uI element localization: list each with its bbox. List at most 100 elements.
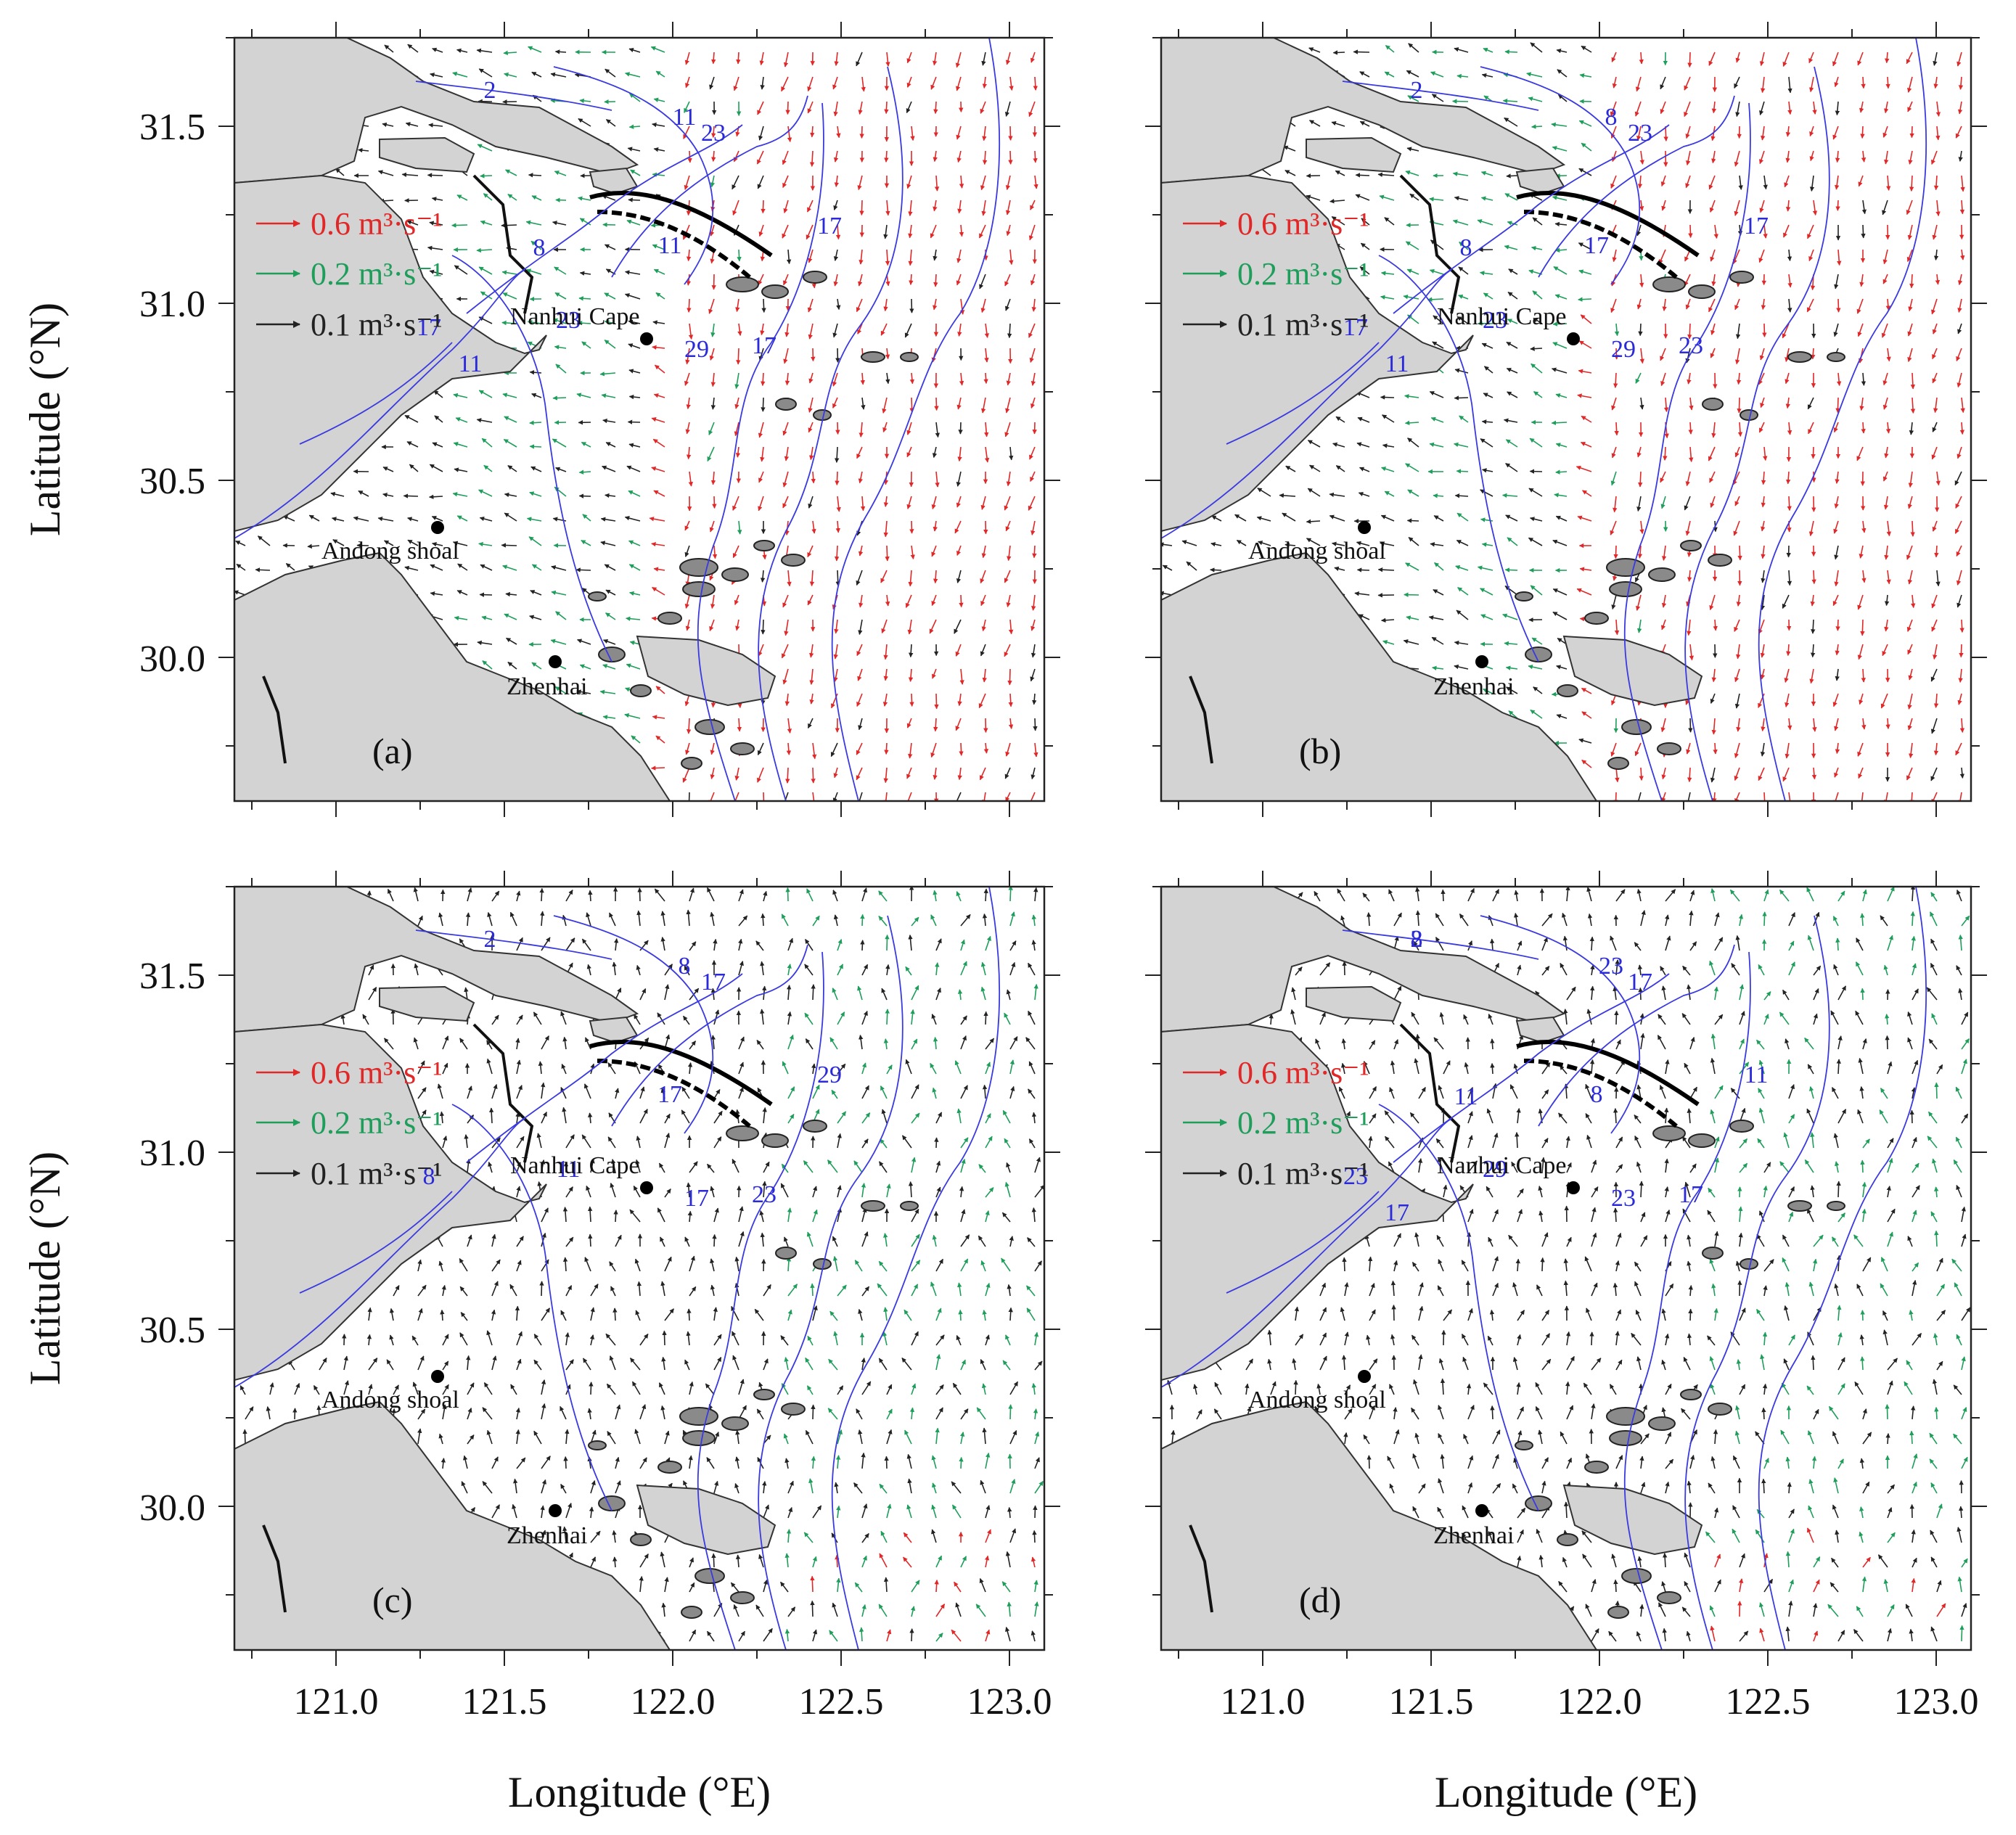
contour-label: 8	[423, 1163, 435, 1190]
panel-frame	[233, 885, 1046, 1651]
boundary-line	[1189, 1524, 1213, 1613]
axis-ticks	[1145, 22, 1987, 817]
contour-label: 23	[1611, 1185, 1636, 1212]
legend-label: 0.2 m³·s⁻¹	[311, 1105, 443, 1141]
legend-label: 0.6 m³·s⁻¹	[1237, 1055, 1369, 1091]
contour-label: 17	[1679, 1181, 1703, 1208]
andong-shoal-dot	[431, 521, 444, 534]
contour-label: 8	[533, 234, 546, 261]
contour-label: 23	[1343, 1163, 1368, 1190]
contour-label: 8	[1591, 1081, 1603, 1108]
y-tick-label: 30.5	[139, 461, 205, 502]
zhenhai-label: Zhenhai	[1433, 673, 1514, 700]
y-axis-title-top: Latitude (°N)	[21, 303, 69, 536]
andong-shoal-label: Andong shoal	[321, 538, 459, 565]
contour-label: 17	[1584, 232, 1609, 259]
contour-label: 2	[484, 926, 496, 953]
vector-legend: 0.6 m³·s⁻¹ 0.2 m³·s⁻¹ 0.1 m³·s⁻¹	[256, 206, 443, 342]
x-tick-label: 121.5	[462, 1681, 547, 1723]
boundary-line	[472, 174, 534, 314]
x-tick-label: 121.0	[294, 1681, 379, 1723]
place-markers: Nanhui Cape Andong shoal Zhenhai	[321, 303, 653, 700]
andong-shoal-dot	[431, 1370, 444, 1383]
x-tick-label: 122.0	[631, 1681, 716, 1723]
andong-shoal-dot	[1358, 521, 1371, 534]
legend-label: 0.1 m³·s⁻¹	[311, 1156, 443, 1191]
contour-label: 2	[1411, 77, 1423, 104]
nanhui-cape-dot	[640, 1181, 653, 1194]
contour-label: 11	[1454, 1083, 1478, 1110]
y-tick-label: 30.0	[139, 639, 205, 680]
contour-label: 17	[701, 969, 726, 996]
y-tick-label: 31.0	[139, 1133, 205, 1174]
map-panel-b: 2 8 23 17 17 23 29 23 17 11 8 Nanhui Cape Andong sho…	[1145, 22, 1987, 817]
legend-label: 0.1 m³·s⁻¹	[1237, 1156, 1369, 1191]
south-jetty	[1523, 210, 1678, 279]
x-axis-title-left: Longitude (°E)	[508, 1768, 771, 1816]
y-axis-title-bottom: Latitude (°N)	[21, 1152, 69, 1385]
andong-shoal-label: Andong shoal	[1248, 538, 1386, 565]
contour-label: 23	[1483, 307, 1507, 334]
land-areas	[1161, 887, 1845, 1650]
contour-label: 8	[679, 953, 691, 980]
panel-label: (d)	[1299, 1580, 1341, 1620]
legend-label: 0.6 m³·s⁻¹	[311, 1055, 443, 1091]
axis-ticks	[218, 22, 1060, 817]
x-tick-label: 121.5	[1389, 1681, 1474, 1723]
y-tick-label: 31.5	[139, 107, 205, 148]
legend-label: 0.6 m³·s⁻¹	[311, 206, 443, 242]
south-jetty	[1523, 1059, 1678, 1128]
x-tick-label: 123.0	[1894, 1681, 1979, 1723]
x-tick-label: 121.0	[1221, 1681, 1306, 1723]
boundary-line	[262, 676, 287, 764]
legend-label: 0.2 m³·s⁻¹	[1237, 256, 1369, 292]
zhenhai-label: Zhenhai	[507, 673, 587, 700]
contour-label: 23	[1599, 953, 1623, 980]
x-tick-label: 122.0	[1557, 1681, 1642, 1723]
contour-label: 11	[1385, 350, 1409, 377]
zhenhai-dot	[549, 655, 562, 668]
panel-frame	[1160, 36, 1972, 802]
panel-label: (a)	[372, 731, 413, 771]
y-tick-label: 30.5	[139, 1310, 205, 1351]
legend-label: 0.6 m³·s⁻¹	[1237, 206, 1369, 242]
y-tick-label: 31.0	[139, 284, 205, 325]
south-jetty	[597, 1059, 751, 1128]
contour-label: 8	[1605, 104, 1618, 131]
zhenhai-dot	[549, 1504, 562, 1517]
zhenhai-dot	[1475, 655, 1488, 668]
boundary-line	[1189, 676, 1213, 764]
contour-label: 17	[417, 314, 441, 341]
contour-label: 23	[752, 1181, 777, 1208]
salinity-contours: 2 8 17 17 29 23 17 11 8	[234, 887, 1000, 1650]
legend-label: 0.2 m³·s⁻¹	[1237, 1105, 1369, 1141]
contour-label: 23	[701, 120, 726, 147]
contour-label: 29	[684, 336, 709, 363]
land-areas	[234, 38, 919, 801]
legend-label: 0.1 m³·s⁻¹	[1237, 307, 1369, 342]
contour-label: 17	[817, 213, 842, 239]
land-areas	[234, 887, 919, 1650]
zhenhai-label: Zhenhai	[507, 1522, 587, 1549]
place-markers: Nanhui Cape Andong shoal Zhenhai	[1248, 1152, 1580, 1549]
contour-label: 17	[1744, 213, 1769, 239]
nanhui-cape-dot	[1567, 1181, 1580, 1194]
contour-label: 2	[1411, 926, 1423, 953]
vector-legend: 0.6 m³·s⁻¹ 0.2 m³·s⁻¹ 0.1 m³·s⁻¹	[256, 1055, 443, 1191]
zhenhai-dot	[1475, 1504, 1488, 1517]
contour-label: 11	[459, 350, 483, 377]
x-tick-label: 122.5	[1726, 1681, 1811, 1723]
contour-label: 11	[1745, 1062, 1769, 1088]
map-panel-c: 2 8 17 17 29 23 17 11 8 Nanhui Cape Andong shoal Zh…	[139, 871, 1060, 1723]
axis-ticks	[218, 871, 1060, 1666]
contour-label: 29	[1611, 336, 1636, 363]
boundary-line	[472, 1023, 534, 1163]
legend-label: 0.2 m³·s⁻¹	[311, 256, 443, 292]
nanhui-cape-label: Nanhui Cape	[510, 1152, 639, 1179]
legend-label: 0.1 m³·s⁻¹	[311, 307, 443, 342]
vector-legend: 0.6 m³·s⁻¹ 0.2 m³·s⁻¹ 0.1 m³·s⁻¹	[1183, 206, 1369, 342]
andong-shoal-dot	[1358, 1370, 1371, 1383]
zhenhai-label: Zhenhai	[1433, 1522, 1514, 1549]
